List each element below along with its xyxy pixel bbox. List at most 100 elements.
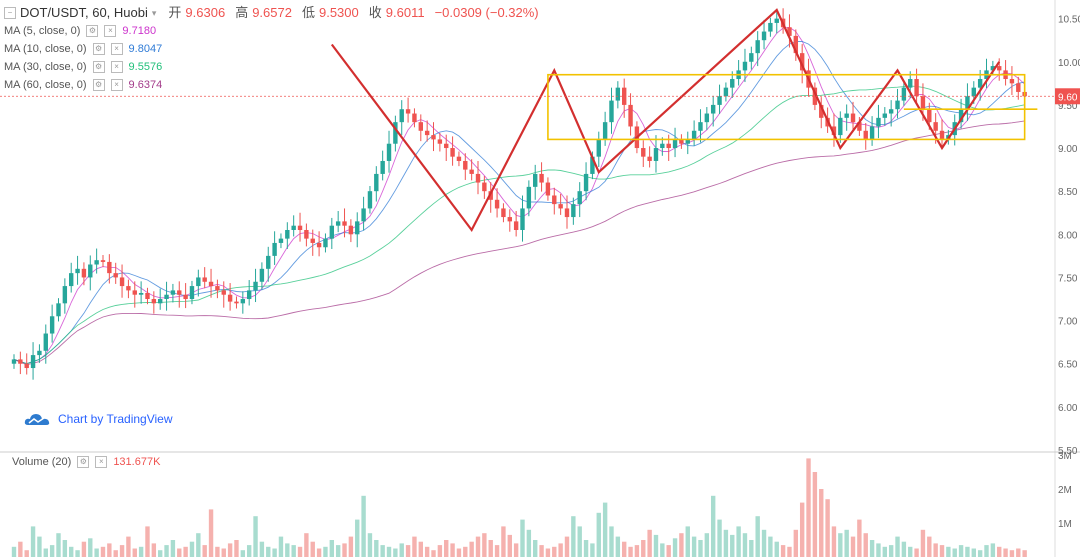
collapse-square-icon[interactable]: − [4,7,16,19]
candle-body [526,186,532,209]
volume-bar [914,548,919,557]
settings-icon[interactable]: ⚙ [86,25,99,37]
settings-icon[interactable]: ⚙ [92,79,105,91]
volume-bar [952,548,957,557]
close-icon[interactable]: × [104,25,117,37]
candle-body [157,299,163,304]
candle-body [189,286,195,300]
volume-bar [431,550,436,557]
ma-60-label: MA (60, close, 0) [4,79,87,91]
candle-body [285,230,290,239]
candle-body [412,113,417,123]
volume-bar [49,545,55,557]
candle-body [857,122,862,131]
candle-body [348,225,354,235]
ma-30-row[interactable]: MA (30, close, 0) ⚙ × 9.5576 [4,58,545,76]
candle-body [876,117,881,127]
settings-icon[interactable]: ⚙ [92,43,105,55]
candle-body [704,113,710,123]
volume-bar [869,540,875,557]
volume-bar [69,546,74,557]
candle-body [641,148,646,157]
candle-body [844,113,849,118]
volume-bar [177,548,182,557]
candle-body [1016,83,1021,92]
candle-body [628,104,633,127]
volume-bar [698,540,703,557]
high-label: 高 [235,5,249,20]
ma-60-row[interactable]: MA (60, close, 0) ⚙ × 9.6374 [4,76,545,94]
volume-bar [56,533,61,557]
candle-body [138,292,144,295]
volume-bar [208,509,214,557]
close-icon[interactable]: × [110,43,123,55]
candle-body [43,333,48,351]
tradingview-branding[interactable]: Chart by TradingView [24,411,173,427]
volume-bar [374,540,379,557]
volume-bar [844,529,849,557]
volume-bar [386,546,392,557]
volume-bar [399,543,404,557]
volume-bar [316,548,322,557]
candle-body [742,61,748,71]
candle-body [812,87,818,105]
low-value: 9.5300 [318,5,359,20]
ma-10-row[interactable]: MA (10, close, 0) ⚙ × 9.8047 [4,40,545,58]
close-icon[interactable]: × [110,61,123,73]
volume-bar [577,526,582,557]
candle-body [990,66,996,71]
volume-bar [920,529,926,557]
candle-body [456,156,462,161]
volume-bar [126,536,131,557]
branding-text: Chart by TradingView [58,412,173,426]
settings-icon[interactable]: ⚙ [77,456,90,468]
candle-body [971,87,976,97]
volume-bar [958,545,964,557]
close-icon[interactable]: × [95,456,108,468]
candle-body [291,225,296,230]
ma-5-row[interactable]: MA (5, close, 0) ⚙ × 9.7180 [4,22,545,40]
volume-bar [81,541,87,557]
volume-bar [157,550,163,557]
candle-body [691,130,697,140]
candle-body [997,66,1002,71]
volume-bar [933,543,938,557]
candle-body [647,156,652,161]
caret-down-icon[interactable]: ▾ [151,8,157,18]
candle-body [564,208,570,218]
volume-bar [723,529,729,557]
price-tick-label: 10.00 [1058,58,1080,69]
candle-body [501,208,506,218]
volume-bar [37,536,42,557]
volume-bar [456,548,462,557]
volume-bar [857,519,862,557]
high-value: 9.6572 [252,5,292,20]
symbol-label[interactable]: DOT/USDT, 60, Huobi [20,5,148,20]
settings-icon[interactable]: ⚙ [92,61,105,73]
volume-bar [749,540,754,557]
close-icon[interactable]: × [110,79,123,91]
volume-bar [259,541,265,557]
candle-body [259,268,265,282]
candle-body [558,204,563,209]
candle-body [1009,79,1015,84]
candle-body [113,273,118,278]
volume-bar [75,550,80,557]
last-price-badge [1055,88,1080,105]
volume-bar [710,495,716,557]
low-label: 低 [301,5,315,20]
volume-bar [424,546,430,557]
volume-bar [418,541,423,557]
candle-body [819,104,824,118]
volume-bar [634,545,640,557]
ma-30-line [13,85,1025,365]
volume-legend: Volume (20) ⚙ × 131.677K [12,456,160,468]
volume-bar [183,546,188,557]
volume-bar [310,541,315,557]
volume-bar [825,499,830,557]
price-axis: 10.50 10.00 9.50 9.00 8.50 8.00 7.50 7.00 6.50 6.… [0,15,1080,530]
volume-bar [787,546,792,557]
ma-10-line [13,41,1025,365]
candle-body [253,281,258,291]
